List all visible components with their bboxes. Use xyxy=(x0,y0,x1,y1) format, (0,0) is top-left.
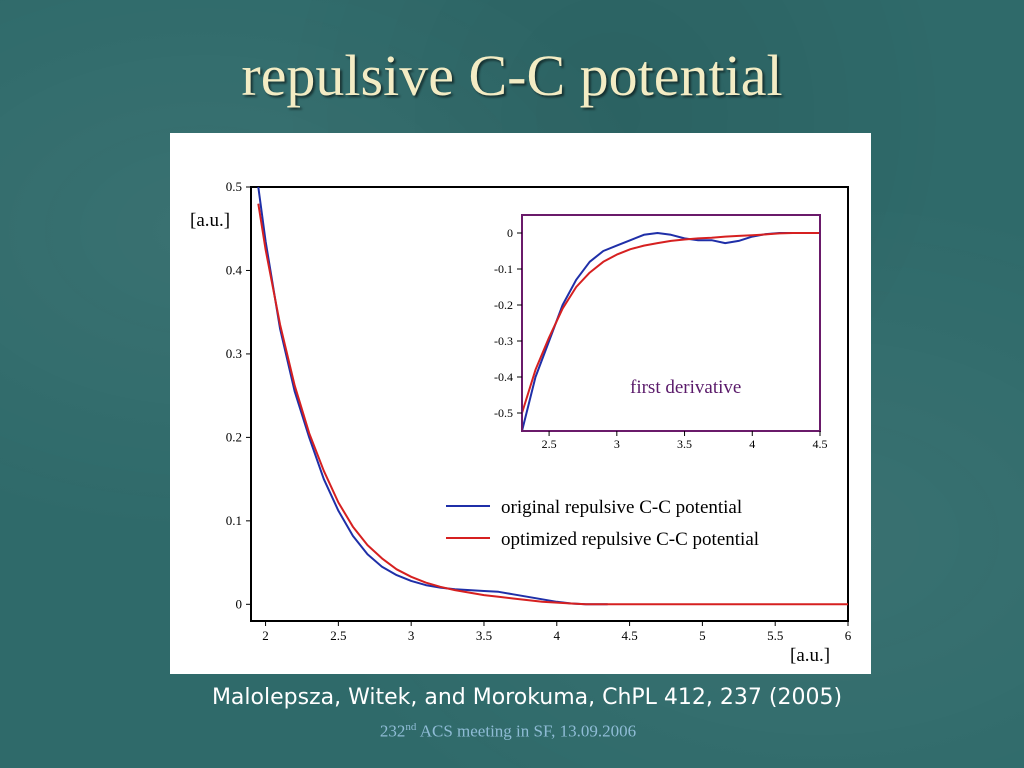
main-x-tick-label: 3 xyxy=(408,628,415,643)
legend-label-optimized: optimized repulsive C-C potential xyxy=(501,529,759,550)
inset-x-tick-label: 4 xyxy=(749,437,755,451)
main-x-tick-label: 2.5 xyxy=(330,628,346,643)
inset-plot: 2.5 3 3.5 4 4.5 0 -0.1 -0.2 -0.3 -0.4 -0.5 xyxy=(494,214,828,451)
main-y-axis-label: [a.u.] xyxy=(190,210,230,231)
inset-y-tick-label: 0 xyxy=(507,226,513,240)
inset-title: first derivative xyxy=(630,377,741,398)
footer-event: ACS meeting in SF, 13.09.2006 xyxy=(416,721,637,741)
legend: original repulsive C-C potential optimiz… xyxy=(446,497,759,550)
inset-series-1 xyxy=(523,232,819,414)
main-x-tick-label: 3.5 xyxy=(476,628,492,643)
main-series-1 xyxy=(257,203,848,606)
slide-title: repulsive C-C potential xyxy=(241,43,783,108)
main-x-tick-label: 2 xyxy=(262,628,269,643)
main-x-tick-label: 5.5 xyxy=(767,628,783,643)
inset-y-tick-label: -0.2 xyxy=(494,298,513,312)
footer-number: 232 xyxy=(379,721,406,741)
inset-series-0 xyxy=(523,232,819,430)
main-y-tick-label: 0.3 xyxy=(226,346,242,361)
inset-y-tick-label: -0.4 xyxy=(494,370,513,384)
main-y-tick-label: 0.1 xyxy=(226,513,242,528)
main-y-tick-label: 0.2 xyxy=(226,429,242,444)
inset-y-tick-label: -0.3 xyxy=(494,334,513,348)
inset-frame xyxy=(521,214,821,432)
inset-x-tick-label: 3 xyxy=(614,437,620,451)
main-y-tick-label: 0.4 xyxy=(226,262,243,277)
main-x-tick-label: 5 xyxy=(699,628,706,643)
legend-label-original: original repulsive C-C potential xyxy=(501,497,742,518)
main-series-0 xyxy=(257,187,608,606)
figure-panel: 2 2.5 3 3.5 4 4.5 5 5.5 6 0 0.1 0.2 0.3 0.4 0.5 2.5 3 3.… xyxy=(170,133,871,674)
footer: 232nd ACS meeting in SF, 13.09.2006 xyxy=(0,721,1016,742)
inset-y-tick-label: -0.1 xyxy=(494,262,513,276)
main-x-tick-label: 4 xyxy=(554,628,561,643)
main-plot: 2 2.5 3 3.5 4 4.5 5 5.5 6 0 0.1 0.2 0.3 0.4 0.5 xyxy=(226,179,852,643)
main-x-tick-label: 6 xyxy=(845,628,852,643)
inset-x-tick-label: 3.5 xyxy=(677,437,692,451)
inset-y-tick-label: -0.5 xyxy=(494,406,513,420)
footer-superscript: nd xyxy=(405,721,417,733)
main-frame xyxy=(250,186,849,622)
potential-chart: 2 2.5 3 3.5 4 4.5 5 5.5 6 0 0.1 0.2 0.3 0.4 0.5 2.5 3 3.… xyxy=(190,179,852,666)
main-y-tick-label: 0 xyxy=(236,596,243,611)
main-x-tick-label: 4.5 xyxy=(621,628,637,643)
inset-x-tick-label: 2.5 xyxy=(542,437,557,451)
main-x-axis-label: [a.u.] xyxy=(790,645,830,666)
inset-background xyxy=(522,215,820,431)
main-y-tick-label: 0.5 xyxy=(226,179,242,194)
citation: Malolepsza, Witek, and Morokuma, ChPL 41… xyxy=(211,685,843,710)
inset-x-tick-label: 4.5 xyxy=(813,437,828,451)
